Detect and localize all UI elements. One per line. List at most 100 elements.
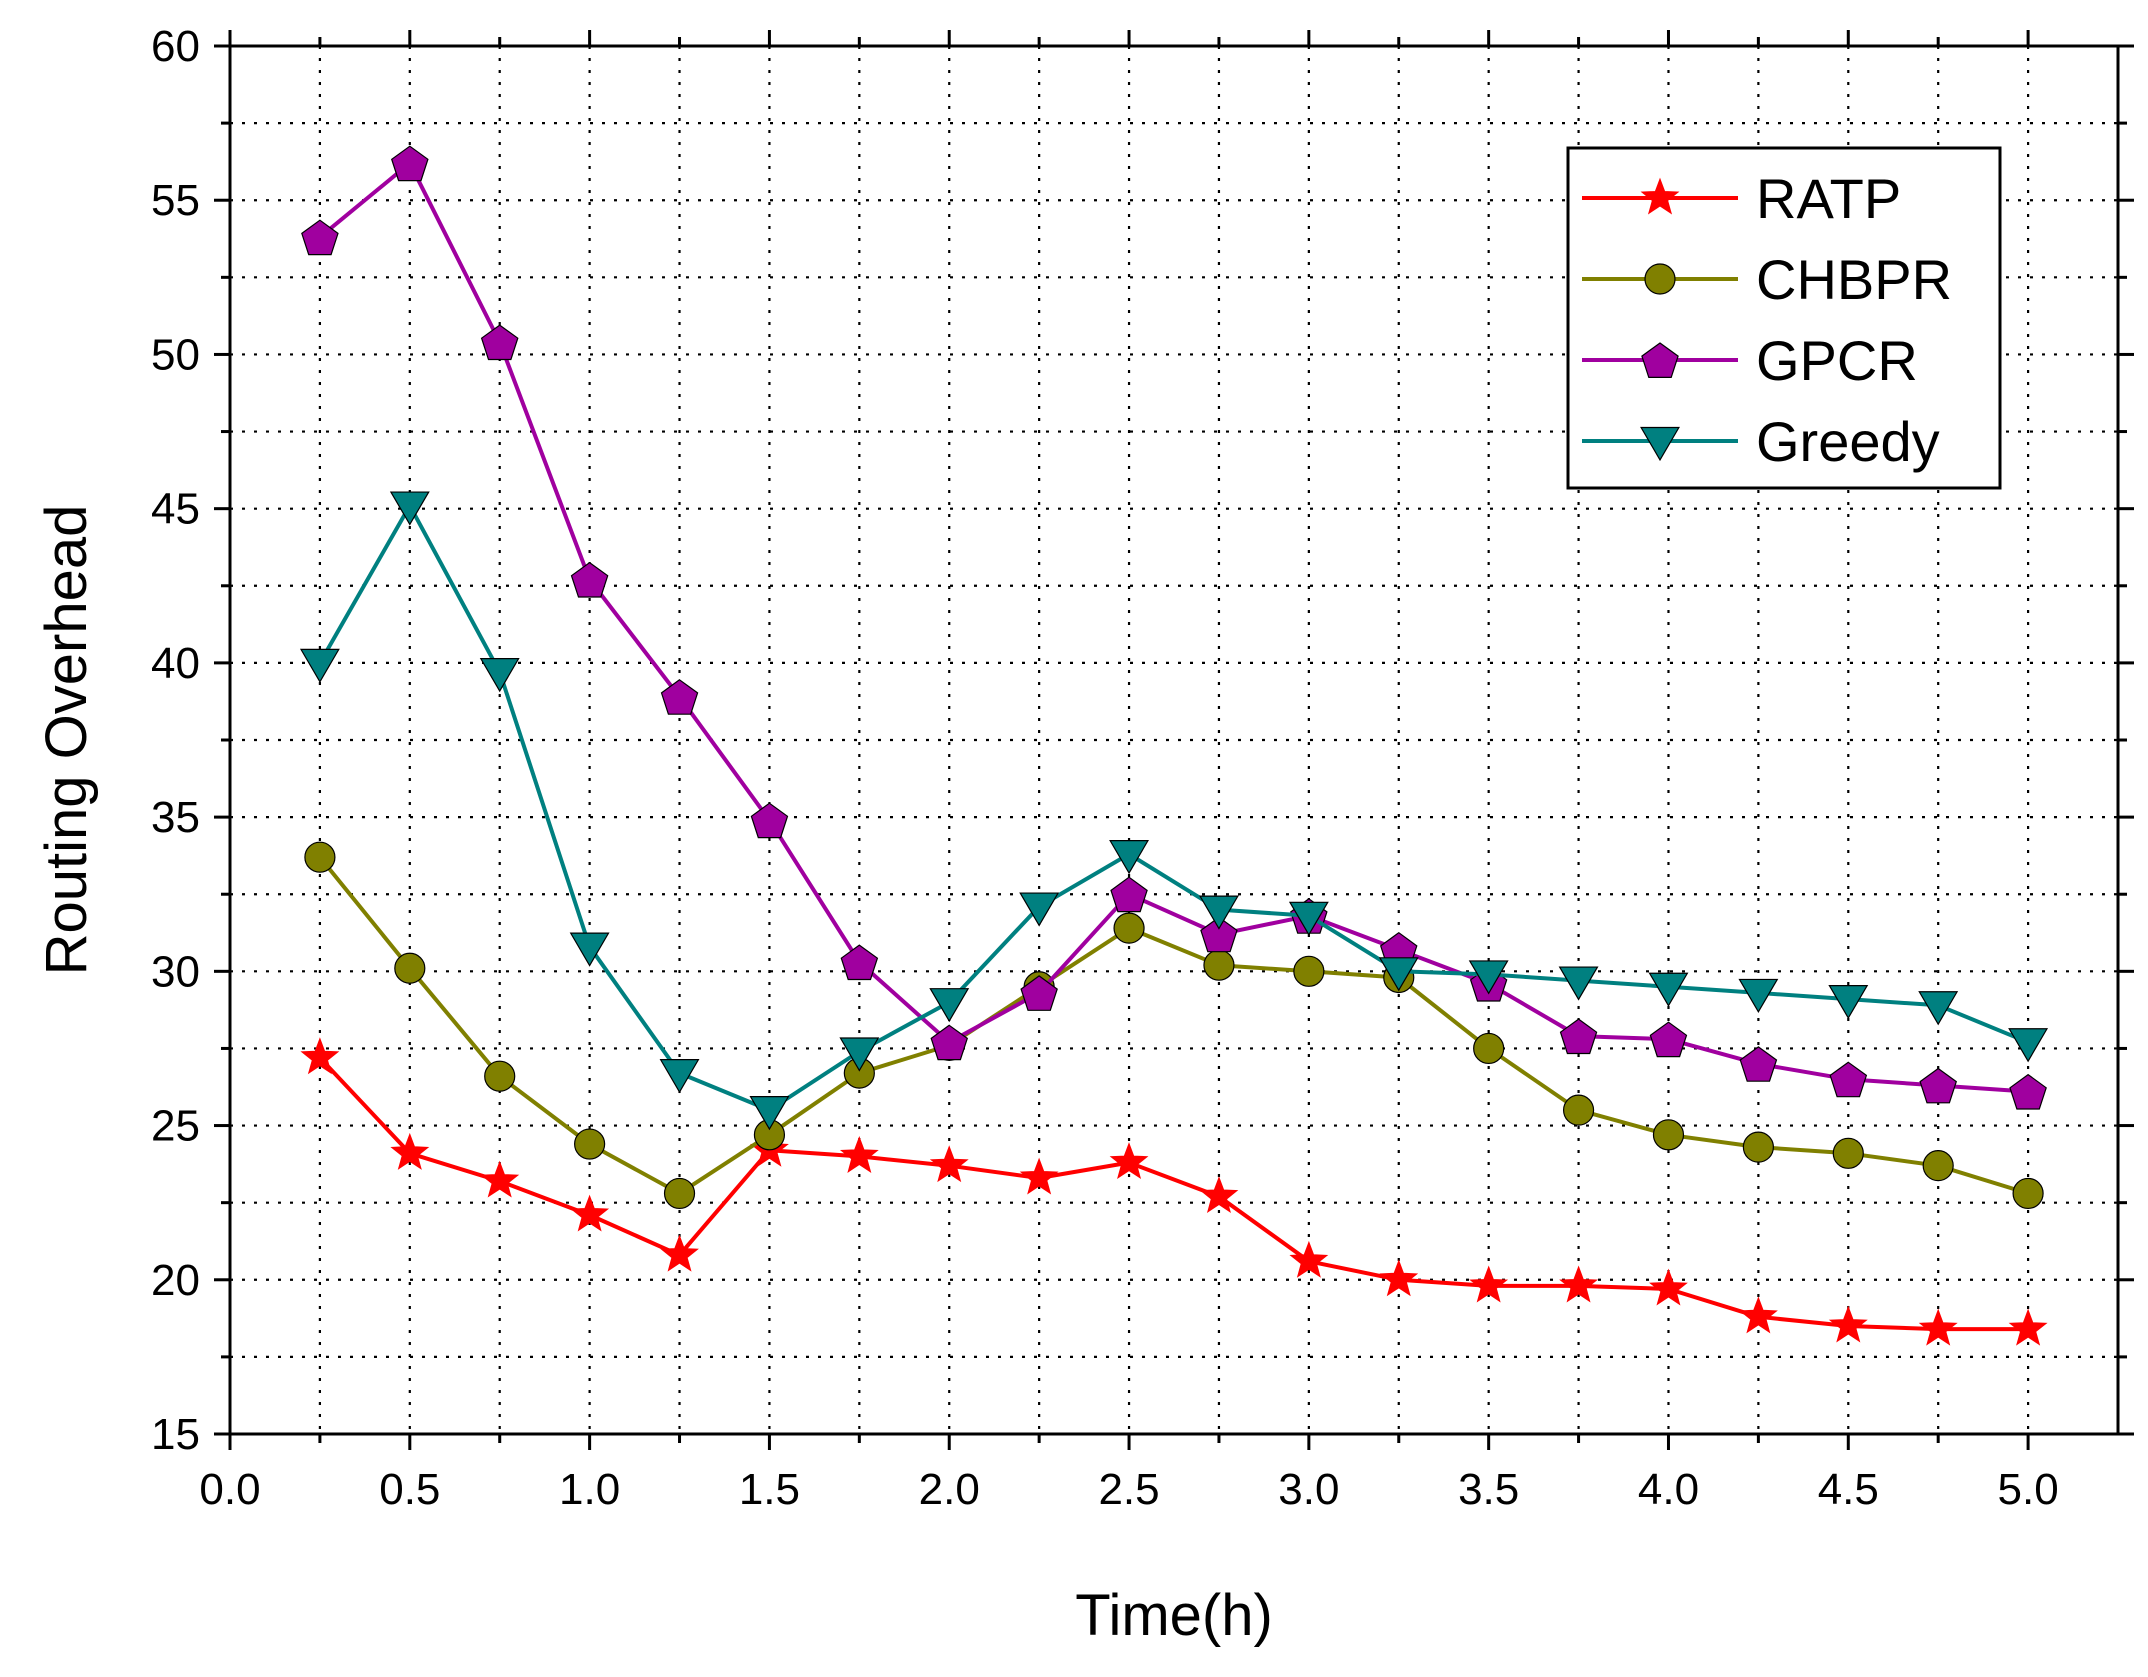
data-point-gpcr: [930, 1024, 969, 1061]
legend-marker-chbpr: [1644, 263, 1676, 295]
data-point-ratp: [1738, 1296, 1778, 1334]
data-point-ratp: [300, 1037, 340, 1075]
data-point-ratp: [929, 1145, 969, 1183]
y-tick-label: 50: [151, 330, 200, 379]
y-axis-title: Routing Overhead: [34, 505, 99, 976]
data-point-greedy: [1828, 984, 1869, 1020]
data-point-ratp: [1649, 1268, 1688, 1306]
data-point-ratp: [1469, 1265, 1509, 1303]
data-point-gpcr: [1200, 916, 1238, 953]
data-point-ratp: [1918, 1308, 1958, 1346]
data-point-greedy: [929, 988, 970, 1023]
data-point-chbpr: [1293, 955, 1325, 987]
data-point-gpcr: [1649, 1021, 1688, 1058]
data-point-greedy: [659, 1059, 700, 1094]
series-chbpr: [304, 841, 2044, 1210]
data-point-greedy: [1738, 978, 1779, 1014]
data-point-chbpr: [2012, 1177, 2044, 1210]
data-point-gpcr: [301, 219, 339, 256]
y-tick-label: 40: [151, 639, 200, 688]
x-tick-label: 0.5: [379, 1465, 440, 1514]
x-tick-label: 3.0: [1278, 1465, 1339, 1514]
data-point-chbpr: [1203, 949, 1235, 981]
y-tick-label: 35: [151, 793, 200, 842]
legend-label-ratp: RATP: [1756, 167, 1901, 230]
data-point-ratp: [1828, 1305, 1868, 1343]
data-point-gpcr: [1829, 1061, 1868, 1098]
data-point-gpcr: [480, 324, 519, 361]
data-point-greedy: [2008, 1028, 2049, 1063]
data-point-greedy: [1918, 991, 1959, 1026]
data-point-gpcr: [390, 145, 429, 182]
data-point-chbpr: [304, 841, 336, 873]
data-point-ratp: [839, 1135, 879, 1173]
data-point-greedy: [1558, 966, 1599, 1001]
data-point-gpcr: [1020, 975, 1058, 1011]
data-point-greedy: [839, 1037, 880, 1072]
data-point-ratp: [1289, 1240, 1329, 1278]
data-point-greedy: [1199, 895, 1239, 930]
x-tick-label: 4.0: [1638, 1465, 1699, 1514]
legend-box: [1566, 146, 2002, 490]
data-point-gpcr: [2009, 1073, 2047, 1110]
y-tick-label: 15: [151, 1410, 200, 1459]
legend-label-greedy: Greedy: [1756, 410, 1940, 473]
data-point-greedy: [1378, 957, 1419, 992]
data-point-ratp: [1559, 1265, 1598, 1303]
x-tick-label: 5.0: [1998, 1465, 2059, 1514]
x-tick-label: 3.5: [1458, 1465, 1519, 1514]
data-point-chbpr: [1113, 912, 1145, 944]
x-tick-label: 2.5: [1098, 1465, 1159, 1514]
y-tick-label: 30: [151, 947, 200, 996]
data-point-ratp: [660, 1234, 699, 1272]
data-point-ratp: [480, 1160, 520, 1198]
legend-marker-ratp: [1640, 177, 1680, 215]
data-point-gpcr: [750, 802, 789, 839]
data-point-chbpr: [484, 1060, 516, 1092]
y-tick-label: 60: [151, 22, 200, 71]
data-point-ratp: [1109, 1142, 1149, 1180]
data-point-greedy: [1288, 901, 1329, 936]
data-point-greedy: [1019, 892, 1060, 927]
data-point-greedy: [569, 932, 610, 967]
x-tick-label: 2.0: [919, 1465, 980, 1514]
y-tick-label: 45: [151, 485, 200, 534]
data-point-greedy: [299, 648, 340, 683]
data-point-gpcr: [1110, 876, 1148, 913]
legend-label-gpcr: GPCR: [1756, 329, 1918, 392]
data-point-ratp: [2008, 1308, 2048, 1346]
data-point-greedy: [1648, 972, 1689, 1007]
axes: 0.0 0.5 1.0 1.5 2.0 2.5 3.0 3.5 4.0 4.5 5.0 15 20 25 3…: [151, 22, 2134, 1514]
legend-marker-gpcr: [1641, 342, 1679, 378]
data-point-gpcr: [1739, 1046, 1778, 1082]
data-point-chbpr: [1473, 1032, 1505, 1065]
data-point-ratp: [390, 1132, 430, 1170]
data-point-gpcr: [1919, 1067, 1958, 1104]
series-line-ratp: [318, 1056, 2029, 1332]
data-point-ratp: [1379, 1259, 1419, 1297]
data-point-chbpr: [663, 1177, 696, 1210]
y-tick-label: 20: [151, 1256, 200, 1305]
series-ratp: [300, 1037, 2048, 1346]
data-point-chbpr: [1562, 1094, 1595, 1126]
data-point-greedy: [749, 1096, 790, 1131]
data-point-gpcr: [660, 679, 699, 715]
data-point-ratp: [570, 1194, 610, 1232]
x-tick-label: 1.0: [559, 1465, 620, 1514]
y-tick-label: 25: [151, 1102, 200, 1151]
series-greedy: [299, 491, 2049, 1131]
x-tick-label: 4.5: [1818, 1465, 1879, 1514]
data-point-chbpr: [1922, 1150, 1954, 1182]
data-point-gpcr: [840, 944, 879, 981]
data-point-greedy: [479, 658, 520, 693]
x-axis-title: Time(h): [1075, 1583, 1273, 1648]
data-point-greedy: [1109, 840, 1149, 875]
data-point-ratp: [1199, 1176, 1239, 1214]
series-line-greedy: [318, 503, 2029, 1113]
legend: RATP CHBPR GPCR Greedy: [1566, 146, 2002, 490]
data-point-ratp: [1019, 1157, 1059, 1195]
data-point-chbpr: [574, 1128, 606, 1160]
data-point-chbpr: [1742, 1131, 1774, 1163]
